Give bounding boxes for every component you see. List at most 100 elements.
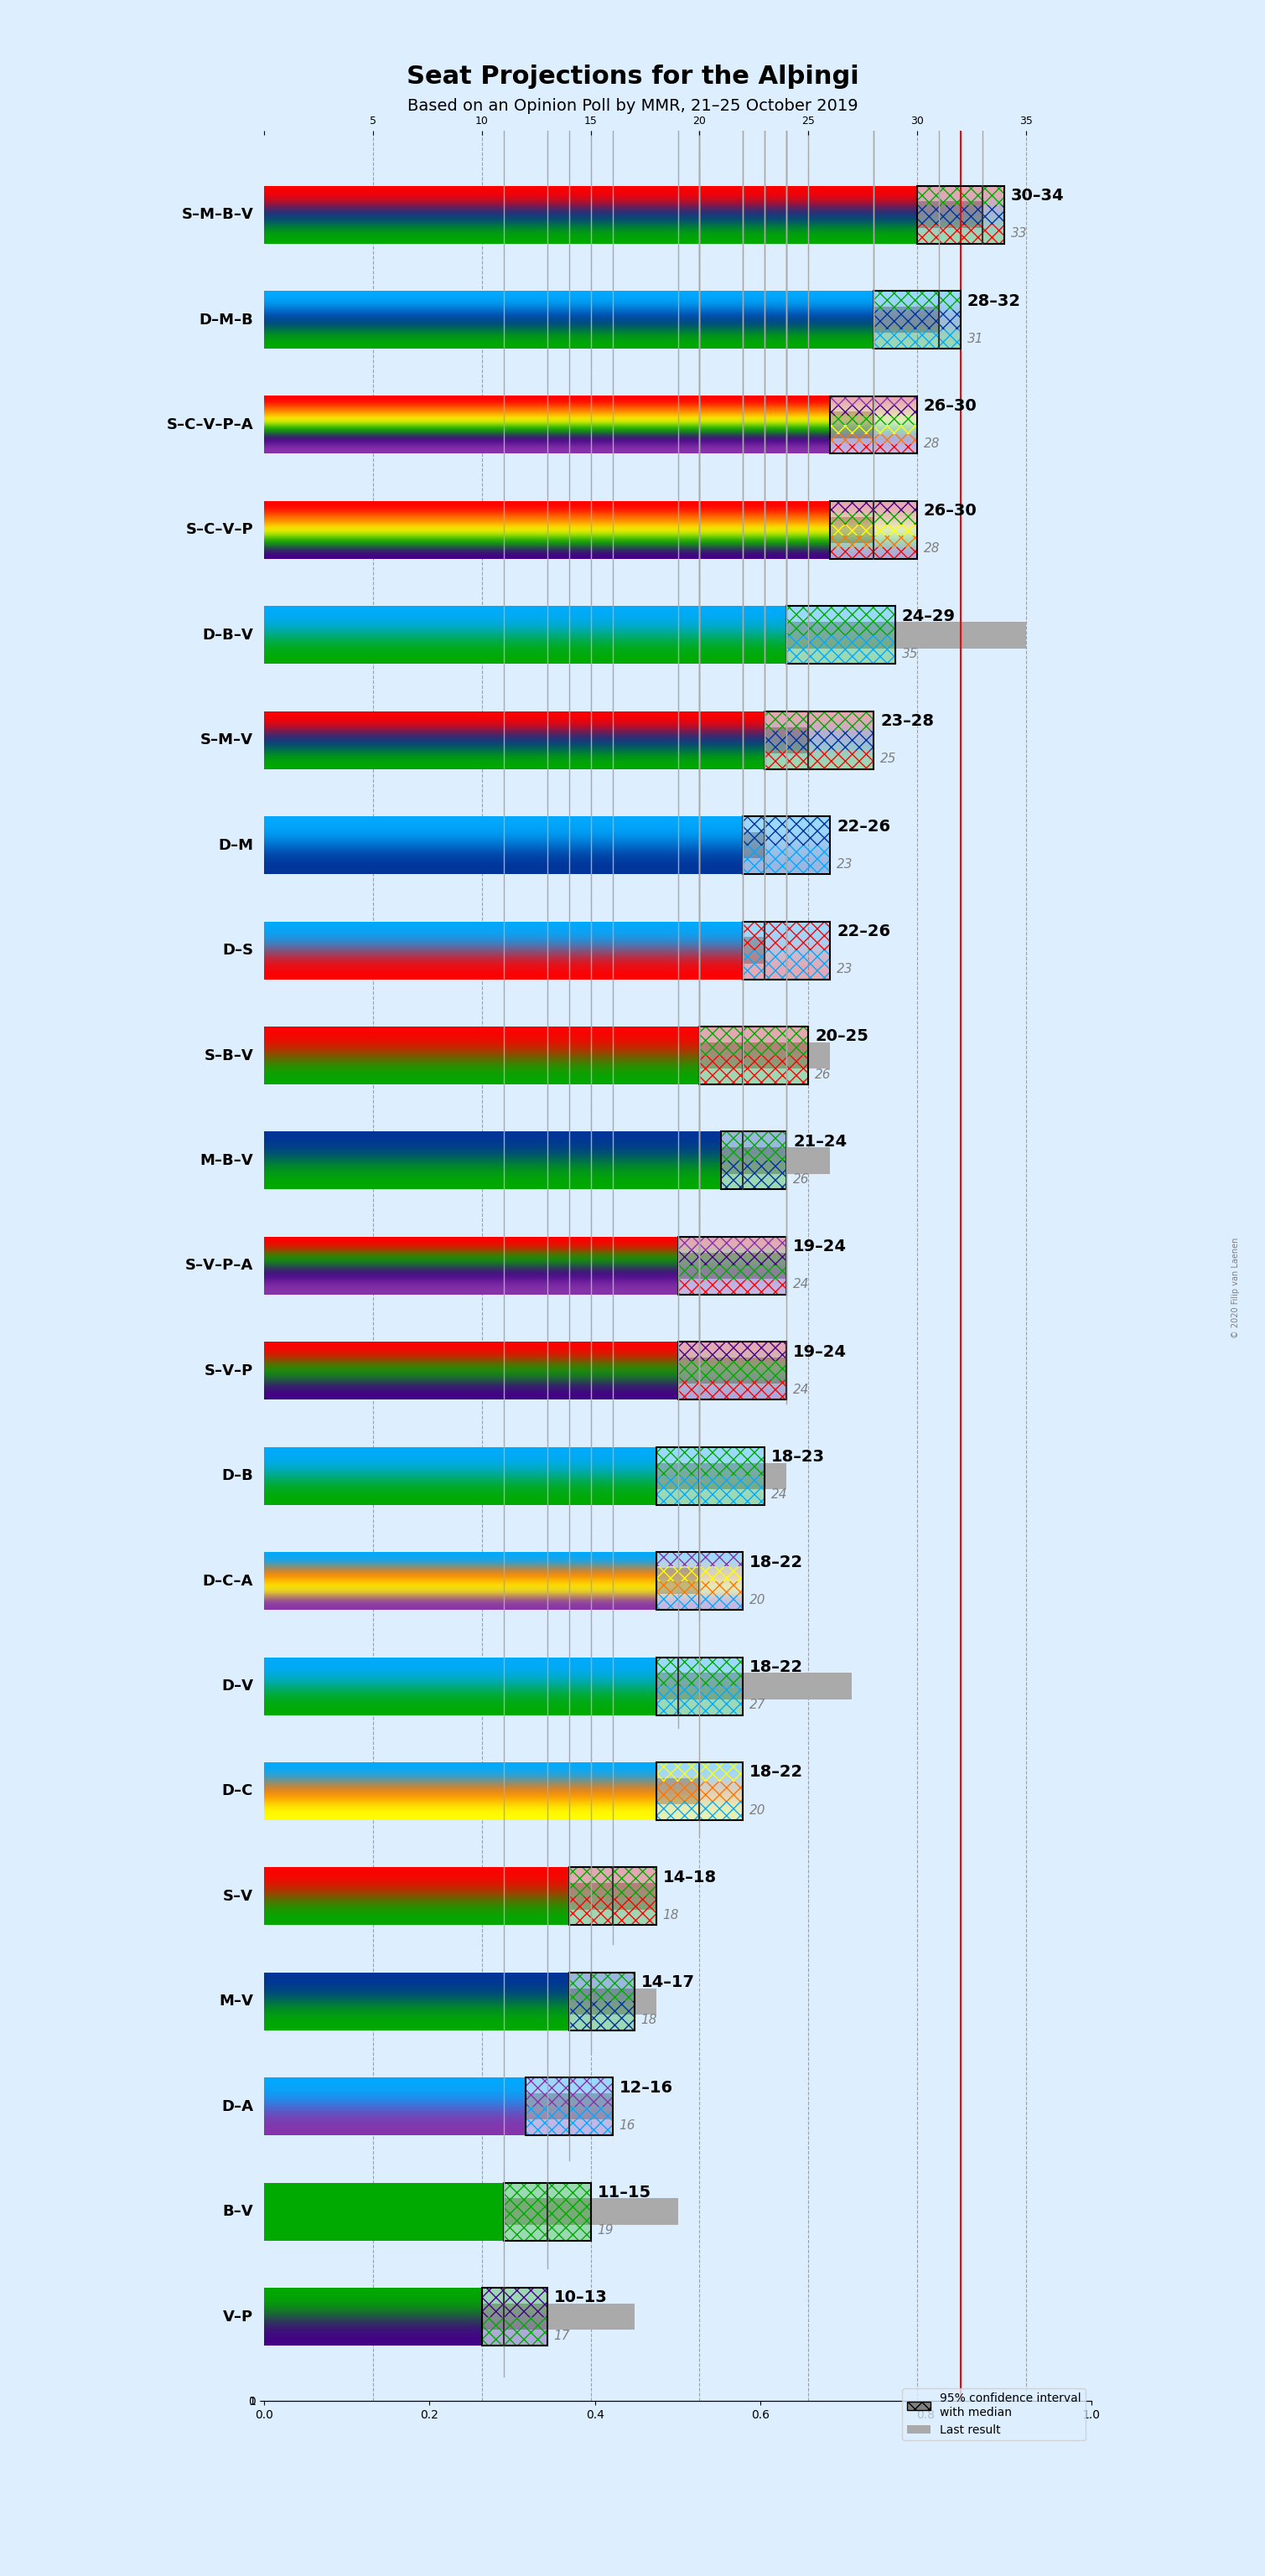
Bar bbox=[569, 2002, 634, 2030]
Bar bbox=[569, 1868, 657, 1896]
Bar bbox=[264, 2303, 634, 2329]
Text: 27: 27 bbox=[750, 1698, 767, 1710]
Text: 35: 35 bbox=[902, 647, 918, 659]
Text: S–C–V–P: S–C–V–P bbox=[186, 523, 253, 538]
Bar bbox=[874, 330, 961, 348]
Bar bbox=[765, 711, 874, 770]
Bar bbox=[678, 1381, 787, 1399]
Bar bbox=[569, 1973, 634, 2002]
Bar bbox=[830, 502, 917, 513]
Text: D–B–V: D–B–V bbox=[202, 629, 253, 641]
Bar bbox=[264, 412, 874, 438]
Text: 20–25: 20–25 bbox=[815, 1028, 869, 1043]
Bar bbox=[264, 2094, 612, 2120]
Bar bbox=[678, 1360, 787, 1381]
Bar bbox=[721, 1131, 787, 1190]
Text: 19–24: 19–24 bbox=[793, 1239, 846, 1255]
Bar bbox=[765, 711, 874, 732]
Bar bbox=[830, 443, 917, 453]
Bar bbox=[721, 1162, 787, 1190]
Bar bbox=[700, 1056, 808, 1084]
Bar bbox=[830, 502, 917, 559]
Bar bbox=[525, 2079, 612, 2107]
Text: 14–17: 14–17 bbox=[641, 1976, 694, 1991]
Bar bbox=[721, 1131, 787, 1162]
Bar bbox=[569, 1973, 634, 2030]
Bar bbox=[830, 404, 917, 415]
Bar bbox=[743, 922, 830, 979]
Bar bbox=[657, 1448, 765, 1476]
Bar bbox=[765, 732, 874, 750]
Bar bbox=[657, 1687, 743, 1716]
Text: D–V: D–V bbox=[221, 1680, 253, 1692]
Bar bbox=[657, 1448, 765, 1504]
Text: 24: 24 bbox=[793, 1383, 810, 1396]
Bar bbox=[678, 1236, 787, 1296]
Bar bbox=[700, 1028, 808, 1084]
Text: 18: 18 bbox=[663, 1909, 679, 1922]
Text: 18–22: 18–22 bbox=[750, 1765, 803, 1780]
Bar bbox=[657, 1553, 743, 1610]
Bar bbox=[657, 1566, 743, 1582]
Bar bbox=[503, 2213, 591, 2241]
Text: 16: 16 bbox=[619, 2120, 635, 2133]
Bar bbox=[657, 1656, 743, 1716]
Bar bbox=[830, 435, 917, 443]
Text: D–S: D–S bbox=[223, 943, 253, 958]
Text: 18–22: 18–22 bbox=[750, 1659, 803, 1674]
Bar bbox=[264, 1252, 787, 1278]
Text: 17: 17 bbox=[554, 2329, 571, 2342]
Bar bbox=[657, 1762, 743, 1783]
Bar bbox=[657, 1595, 743, 1610]
Bar bbox=[678, 1252, 787, 1265]
Text: D–C–A: D–C–A bbox=[202, 1574, 253, 1589]
Bar bbox=[917, 185, 1004, 206]
Text: 26–30: 26–30 bbox=[923, 502, 978, 518]
Text: 28: 28 bbox=[923, 544, 940, 556]
Text: 28–32: 28–32 bbox=[968, 294, 1021, 309]
Text: 12–16: 12–16 bbox=[619, 2079, 673, 2094]
Bar bbox=[657, 1476, 765, 1504]
Text: 33: 33 bbox=[1011, 227, 1027, 240]
Bar bbox=[264, 1463, 787, 1489]
Bar bbox=[569, 1896, 657, 1924]
Text: 26–30: 26–30 bbox=[923, 397, 978, 415]
Bar bbox=[830, 397, 917, 404]
Text: B–V: B–V bbox=[223, 2205, 253, 2218]
Bar bbox=[525, 2079, 612, 2136]
Bar bbox=[264, 1569, 700, 1595]
Text: 20: 20 bbox=[750, 1803, 767, 1816]
Bar bbox=[264, 832, 765, 858]
Bar bbox=[264, 1672, 851, 1700]
Bar bbox=[264, 1146, 830, 1175]
Bar bbox=[264, 518, 874, 544]
Bar bbox=[678, 1342, 787, 1399]
Bar bbox=[525, 2107, 612, 2136]
Bar bbox=[264, 1777, 700, 1803]
Text: 23: 23 bbox=[836, 963, 853, 976]
Text: 18–23: 18–23 bbox=[772, 1450, 825, 1466]
Bar bbox=[874, 291, 961, 309]
Text: 21–24: 21–24 bbox=[793, 1133, 846, 1149]
Text: 24: 24 bbox=[793, 1278, 810, 1291]
Text: M–V: M–V bbox=[219, 1994, 253, 2009]
Text: S–C–V–P–A: S–C–V–P–A bbox=[167, 417, 253, 433]
Text: D–A: D–A bbox=[221, 2099, 253, 2115]
Text: D–M: D–M bbox=[218, 837, 253, 853]
Text: S–V–P–A: S–V–P–A bbox=[185, 1257, 253, 1273]
Bar bbox=[743, 817, 830, 845]
Text: 22–26: 22–26 bbox=[836, 819, 891, 835]
Bar bbox=[264, 201, 983, 227]
Text: V–P: V–P bbox=[223, 2308, 253, 2324]
Bar bbox=[874, 309, 961, 330]
Bar bbox=[264, 621, 1026, 649]
Bar bbox=[657, 1656, 743, 1687]
Bar bbox=[765, 750, 874, 770]
Text: © 2020 Filip van Laenen: © 2020 Filip van Laenen bbox=[1231, 1236, 1240, 1340]
Bar bbox=[830, 536, 917, 546]
Bar bbox=[830, 523, 917, 536]
Bar bbox=[657, 1553, 743, 1566]
Bar bbox=[264, 2197, 678, 2226]
Text: 25: 25 bbox=[880, 752, 897, 765]
Text: 10–13: 10–13 bbox=[554, 2290, 607, 2306]
